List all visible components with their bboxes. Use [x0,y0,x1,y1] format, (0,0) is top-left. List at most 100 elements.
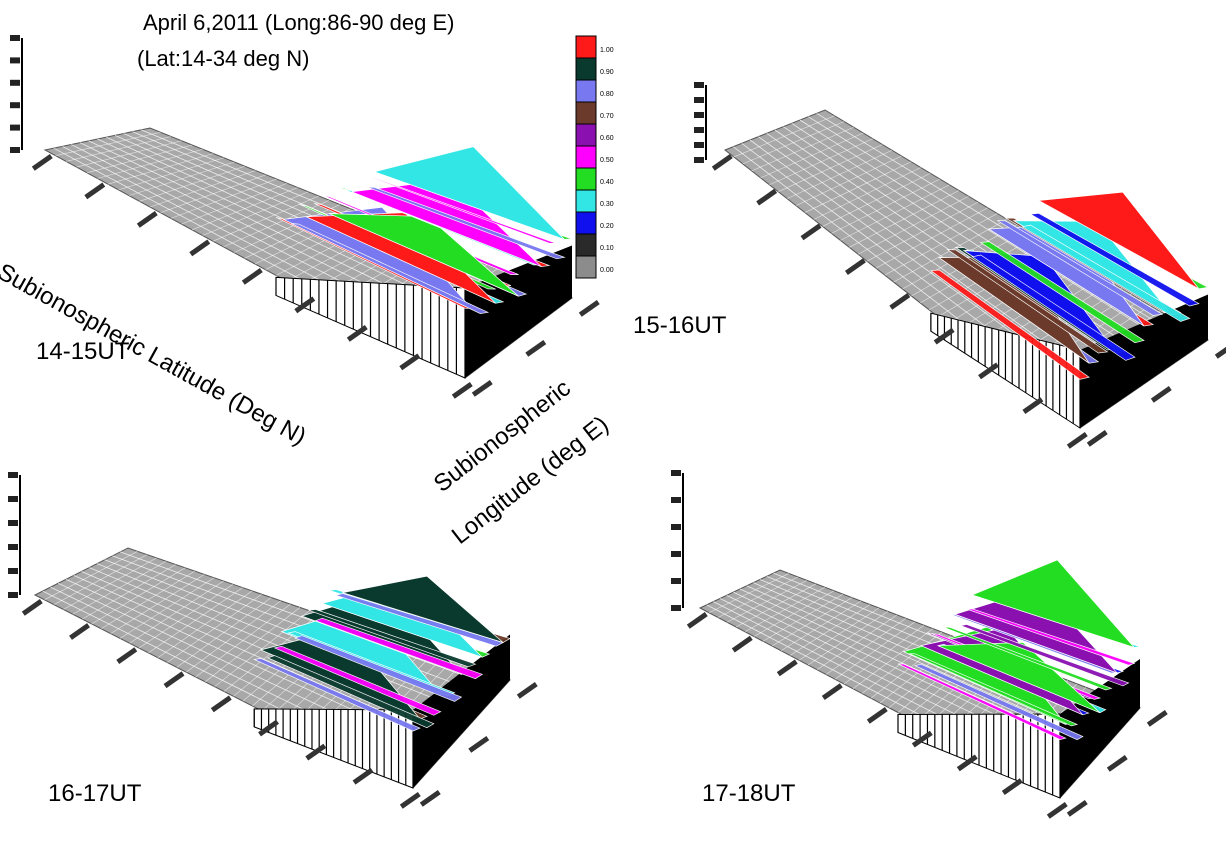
lat-tick-label [1066,432,1088,449]
mesh-line [834,621,916,680]
z-tick-label [694,97,704,103]
panel-17-18UT [671,470,1168,819]
lat-tick-label [866,707,888,724]
z-tick-label [671,605,681,611]
surface-patch [266,655,435,729]
surface-patch [308,609,477,668]
mesh-line [744,586,826,633]
mesh-line [212,195,319,242]
surface-patch [1021,224,1191,322]
lat-tick-label [756,188,778,206]
colorbar-tick-label: 0.90 [600,69,614,76]
lon-tick-label [525,340,547,357]
side-wall [1080,294,1208,428]
surface-patch [294,635,463,702]
surface-patch [929,269,1090,380]
colorbar-swatch [575,123,597,147]
lat-tick-label [305,743,327,761]
mesh-line [804,161,912,213]
side-wall [413,634,510,788]
surface-patch [273,645,442,716]
surface-patch [314,617,484,680]
mesh-line [148,587,243,654]
mesh-line [82,564,176,620]
side-wall [1060,659,1140,798]
lon-tick-label [1106,755,1128,772]
mesh-line [857,195,969,255]
colorbar-tick-label: 0.50 [600,157,614,164]
colorbar-tick-label: 0.80 [600,91,614,98]
z-tick-label [671,578,681,584]
surface-patch [914,663,1084,741]
lat-tick-label [451,382,473,399]
lon-tick-label [419,790,441,807]
lat-tick-label [21,599,43,616]
mesh-line [771,597,853,647]
mesh-line [186,600,281,673]
lat-tick-label [911,730,933,748]
lat-tick-label [84,182,106,200]
panel-label-15-16ut: 15-16UT [633,312,727,339]
mesh-line [55,131,161,156]
z-tick-label [10,57,20,64]
mesh-line [167,593,262,663]
lat-tick-label [346,325,368,342]
lat-tick-label [800,223,822,241]
colorbar-swatch [575,57,597,81]
mesh-line [813,167,921,220]
mesh-line [742,121,845,165]
lon-tick-label [1146,710,1168,727]
mesh-line [875,207,988,269]
lat-tick-label [686,612,708,629]
surface-patch [959,624,1130,687]
z-tick-label [671,497,681,503]
colorbar-tick-label: 0.10 [600,245,614,252]
colorbar-swatch [575,79,597,103]
mesh-line [786,149,893,199]
mesh-line [170,178,277,219]
z-tick-label [694,157,704,163]
lat-tick-label [294,296,316,314]
mesh-line [119,577,215,639]
colorbar-swatch [575,233,597,257]
lat-tick-label [241,268,263,285]
mesh-line [717,576,799,618]
surface-peak [937,642,1101,714]
lat-tick-label [1022,397,1044,415]
lat-tick-label [956,754,978,772]
lon-tick-label [1214,342,1226,359]
figure-title-line2: (Lat:14-34 deg N) [137,46,310,71]
colorbar-swatch [575,189,597,213]
mesh-line [76,140,182,168]
mesh-line [849,190,960,248]
lat-tick-label [399,792,421,809]
lat-tick-label [116,647,138,665]
z-tick-label [10,102,20,109]
surface-patch [366,186,566,260]
mesh-line [822,172,931,227]
mesh-line [97,148,203,179]
colorbar-swatch [575,145,597,169]
lat-tick-label [31,154,53,171]
mesh-line [233,204,341,253]
colorbar-tick-label: 1.00 [600,47,614,54]
lat-tick-label [731,635,753,653]
colorbar-swatch [575,211,597,235]
colorbar-tick-label: 0.40 [600,179,614,186]
colorbar: 1.00 0.90 0.80 0.70 0.60 0.50 0.40 0.30 0.20 0.10… [575,35,614,279]
surface-peak [328,213,519,297]
lat-tick-label [352,767,374,785]
surface-patch [979,241,1145,344]
lon-tick-label [1086,430,1108,447]
lon-tick-label [471,380,493,397]
lon-tick-label [1150,386,1172,403]
lon-tick-label [468,736,490,753]
lat-tick-label [978,362,999,380]
lat-tick-label [889,293,911,310]
z-tick-label [694,82,704,88]
surface-peak [971,559,1136,649]
panel-label-17-18ut: 17-18UT [702,780,796,807]
mesh-line [65,136,172,162]
panel-label-14-15ut: 14-15UT [36,338,130,365]
mesh-line [780,600,862,652]
